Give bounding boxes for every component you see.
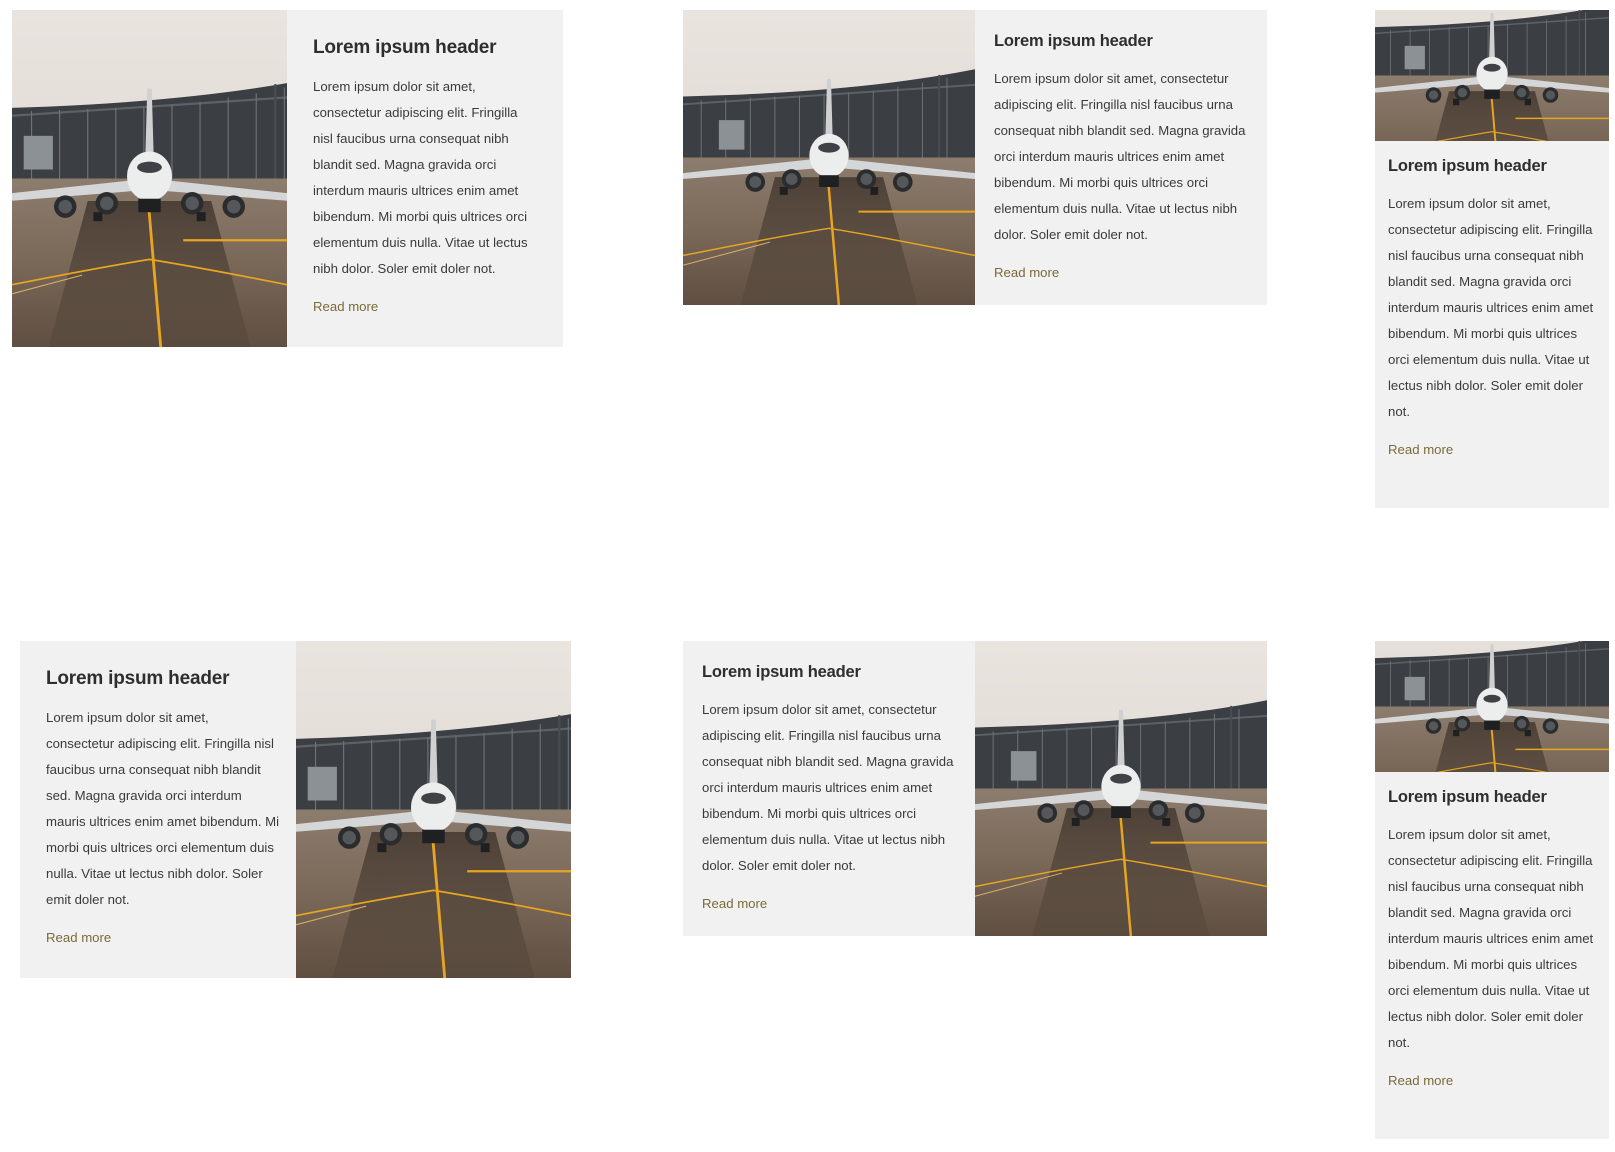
airplane-image-icon	[975, 641, 1267, 936]
card-image	[683, 10, 975, 305]
read-more-link[interactable]: Read more	[1388, 442, 1454, 457]
card-image	[975, 641, 1267, 936]
card-body: Lorem ipsum dolor sit amet, consectetur …	[1388, 827, 1594, 1050]
airplane-image-icon	[296, 641, 571, 978]
card-content: Lorem ipsum header Lorem ipsum dolor sit…	[975, 10, 1267, 286]
read-more-link[interactable]: Read more	[313, 299, 379, 314]
card-content: Lorem ipsum header Lorem ipsum dolor sit…	[683, 641, 975, 917]
card-body: Lorem ipsum dolor sit amet, consectetur …	[702, 702, 954, 873]
card-header: Lorem ipsum header	[994, 32, 1153, 50]
card-6: Lorem ipsum header Lorem ipsum dolor sit…	[1375, 641, 1609, 1139]
card-header: Lorem ipsum header	[1388, 788, 1547, 806]
card-content: Lorem ipsum header Lorem ipsum dolor sit…	[1375, 141, 1609, 463]
read-more-link[interactable]: Read more	[46, 930, 112, 945]
card-body: Lorem ipsum dolor sit amet, consectetur …	[46, 710, 280, 907]
card-content: Lorem ipsum header Lorem ipsum dolor sit…	[1375, 772, 1609, 1094]
airplane-image-icon	[683, 10, 975, 305]
card-4: Lorem ipsum header Lorem ipsum dolor sit…	[20, 641, 571, 978]
card-5: Lorem ipsum header Lorem ipsum dolor sit…	[683, 641, 1267, 936]
card-body: Lorem ipsum dolor sit amet, consectetur …	[313, 79, 528, 276]
card-2: Lorem ipsum header Lorem ipsum dolor sit…	[683, 10, 1267, 305]
airplane-image-icon	[1375, 641, 1609, 772]
card-body: Lorem ipsum dolor sit amet, consectetur …	[994, 71, 1246, 242]
card-header: Lorem ipsum header	[1388, 157, 1547, 175]
card-image	[1375, 10, 1609, 141]
read-more-link[interactable]: Read more	[1388, 1073, 1454, 1088]
card-content: Lorem ipsum header Lorem ipsum dolor sit…	[287, 10, 563, 320]
card-3: Lorem ipsum header Lorem ipsum dolor sit…	[1375, 10, 1609, 508]
card-header: Lorem ipsum header	[702, 663, 861, 681]
card-content: Lorem ipsum header Lorem ipsum dolor sit…	[20, 641, 296, 951]
card-header: Lorem ipsum header	[46, 668, 230, 689]
read-more-link[interactable]: Read more	[994, 265, 1060, 280]
card-header: Lorem ipsum header	[313, 37, 497, 58]
card-image	[12, 10, 287, 347]
airplane-image-icon	[1375, 10, 1609, 141]
read-more-link[interactable]: Read more	[702, 896, 768, 911]
card-image	[296, 641, 571, 978]
card-body: Lorem ipsum dolor sit amet, consectetur …	[1388, 196, 1594, 419]
airplane-image-icon	[12, 10, 287, 347]
card-1: Lorem ipsum header Lorem ipsum dolor sit…	[12, 10, 563, 347]
card-image	[1375, 641, 1609, 772]
